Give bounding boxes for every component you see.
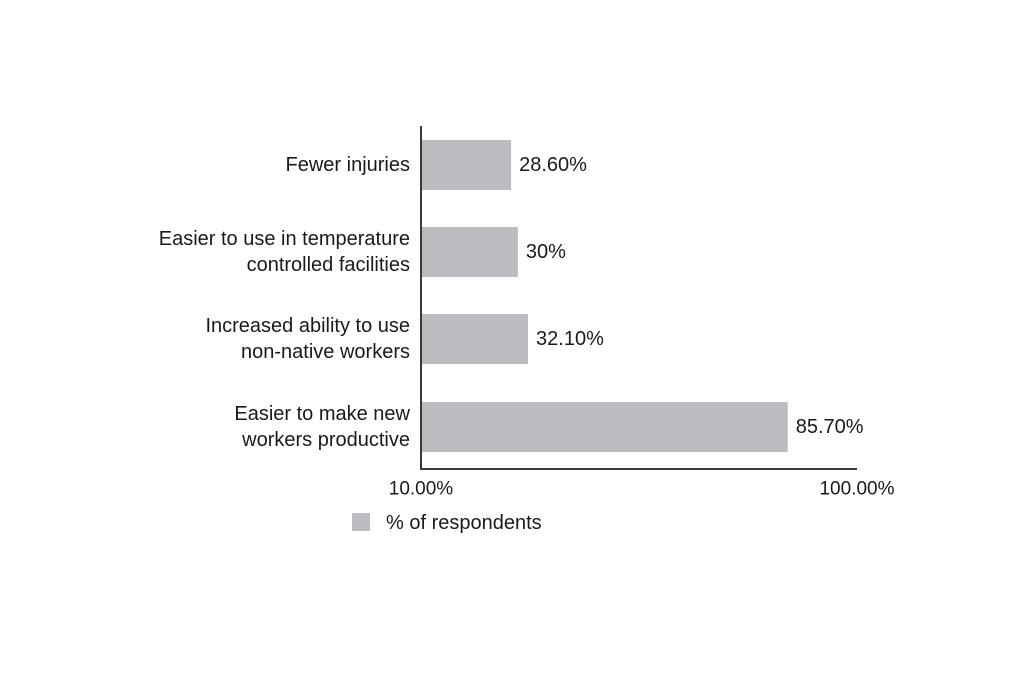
data-label-0: 28.60%: [519, 154, 587, 176]
legend: % of respondents: [352, 512, 542, 534]
category-label-2: Increased ability to use non-native worke…: [205, 315, 410, 363]
legend-swatch: [352, 513, 370, 531]
x-tick-label-1: 100.00%: [819, 479, 894, 500]
bar-0: [421, 140, 512, 190]
labels-layer: 28.60% Fewer injuries 30% Easier to use in …: [159, 154, 864, 451]
category-label-0: Fewer injuries: [286, 154, 410, 176]
bars-layer: [421, 140, 788, 452]
category-label-1: Easier to use in temperature controlled f…: [159, 228, 410, 276]
x-axis-ticks: 10.00% 100.00%: [389, 479, 895, 500]
category-label-line: Easier to make new: [234, 403, 410, 425]
category-label-line: Easier to use in temperature: [159, 228, 410, 250]
category-label-3: Easier to make new workers productive: [234, 403, 410, 451]
category-label-line: non-native workers: [241, 341, 410, 363]
category-label-line: Increased ability to use: [205, 315, 410, 337]
data-label-2: 32.10%: [536, 328, 604, 350]
bar-3: [421, 402, 788, 452]
category-label-line: controlled facilities: [247, 254, 410, 276]
category-label-line: workers productive: [241, 429, 410, 451]
category-label-line: Fewer injuries: [286, 154, 410, 176]
legend-label: % of respondents: [386, 512, 542, 534]
x-tick-label-0: 10.00%: [389, 479, 454, 500]
data-label-3: 85.70%: [796, 416, 864, 438]
bar-1: [421, 227, 518, 277]
data-label-1: 30%: [526, 241, 566, 263]
bar-2: [421, 314, 529, 364]
